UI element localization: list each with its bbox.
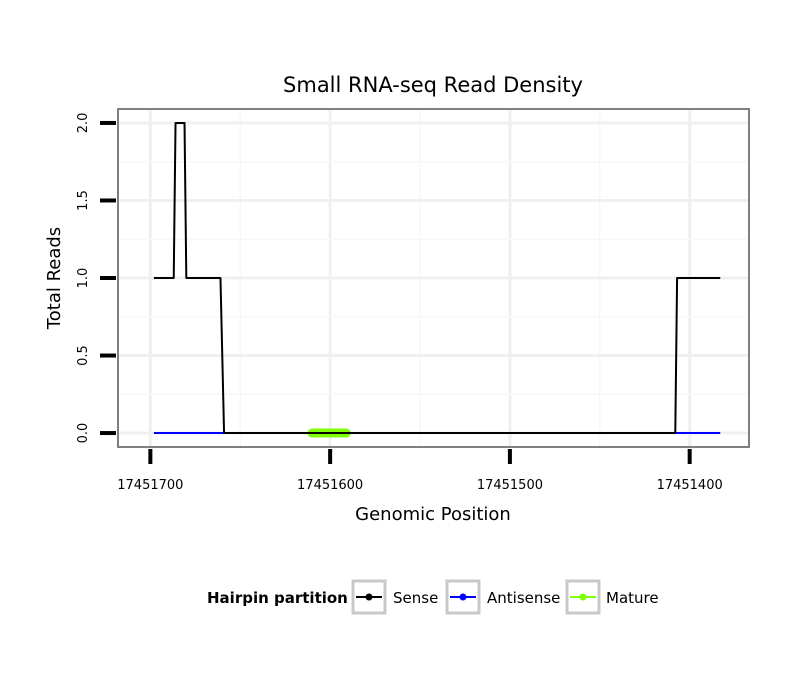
y-tick-label: 2.0: [76, 113, 91, 134]
y-axis: 0.0 0.5 1.0 1.5 2.0: [76, 113, 116, 444]
legend-title: Hairpin partition: [207, 589, 348, 607]
y-tick-label: 1.5: [76, 190, 91, 211]
series-layer: [153, 121, 721, 438]
legend-label-antisense: Antisense: [487, 589, 560, 607]
y-tick-label: 1.0: [76, 268, 91, 289]
legend: Hairpin partition Sense Antisense Mature: [207, 579, 659, 615]
x-axis: 17451700 17451600 17451500 17451400: [117, 449, 723, 493]
x-tick-label: 17451600: [297, 478, 363, 493]
x-tick-label: 17451400: [657, 478, 723, 493]
legend-key-marker: [579, 593, 587, 601]
legend-label-mature: Mature: [606, 589, 659, 607]
legend-key-marker: [365, 593, 373, 601]
chart-title: Small RNA-seq Read Density: [283, 73, 583, 97]
y-axis-label: Total Reads: [44, 227, 65, 330]
x-axis-label: Genomic Position: [355, 504, 511, 525]
y-tick-label: 0.5: [76, 345, 91, 366]
legend-label-sense: Sense: [393, 589, 438, 607]
plot-border: [117, 108, 750, 448]
y-tick-label: 0.0: [76, 423, 91, 444]
x-tick-label: 17451700: [117, 478, 183, 493]
x-tick-label: 17451500: [477, 478, 543, 493]
legend-key-marker: [459, 593, 467, 601]
series-line-sense: [153, 121, 721, 435]
